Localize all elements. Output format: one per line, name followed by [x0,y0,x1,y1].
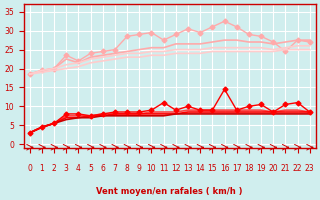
X-axis label: Vent moyen/en rafales ( km/h ): Vent moyen/en rafales ( km/h ) [97,187,243,196]
